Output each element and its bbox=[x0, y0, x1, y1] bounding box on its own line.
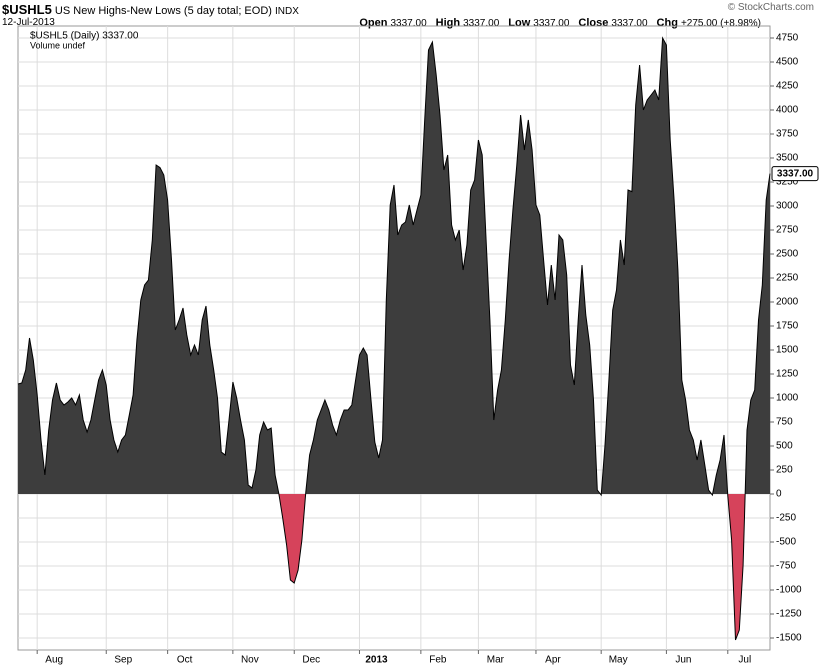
y-tick-label: 4500 bbox=[776, 57, 799, 68]
line bbox=[17, 36, 771, 641]
quote-value: 3337.00 bbox=[533, 18, 570, 29]
y-tick-label: 2500 bbox=[776, 249, 799, 260]
y-tick-label: -1500 bbox=[776, 633, 802, 644]
y-tick-label: 1750 bbox=[776, 321, 799, 332]
x-tick-label: Jul bbox=[738, 655, 751, 666]
y-tick-label: 3000 bbox=[776, 201, 799, 212]
exchange: INDX bbox=[275, 6, 299, 17]
y-tick-label: 4250 bbox=[776, 81, 799, 92]
x-tick-label: Jun bbox=[675, 655, 691, 666]
date: 12-Jul-2013 bbox=[2, 17, 55, 28]
quote-value: 3337.00 bbox=[390, 18, 427, 29]
symbol: $USHL5 bbox=[2, 2, 52, 17]
y-tick-label: 4750 bbox=[776, 33, 799, 44]
last-value-box bbox=[771, 166, 819, 182]
y-tick-label: -500 bbox=[776, 537, 796, 548]
x-tick-label: Sep bbox=[114, 655, 132, 666]
y-tick-label: 3250 bbox=[776, 177, 799, 188]
subtitle: US New Highs-New Lows (5 day total; EOD) bbox=[54, 5, 272, 17]
x-tick-label: Oct bbox=[177, 655, 193, 666]
y-tick-label: -750 bbox=[776, 561, 796, 572]
y-tick-label: 3500 bbox=[776, 153, 799, 164]
x-tick-label: 2013 bbox=[365, 655, 388, 666]
y-tick-label: 3750 bbox=[776, 129, 799, 140]
x-tick-label: Feb bbox=[429, 655, 447, 666]
y-tick-label: 1500 bbox=[776, 345, 799, 356]
y-tick-label: 2000 bbox=[776, 297, 799, 308]
y-tick-label: 500 bbox=[776, 441, 793, 452]
y-tick-label: 0 bbox=[776, 489, 782, 500]
volume-label: Volume undef bbox=[30, 40, 86, 50]
x-tick-label: Dec bbox=[302, 655, 320, 666]
y-tick-label: 4000 bbox=[776, 105, 799, 116]
y-tick-label: -1250 bbox=[776, 609, 802, 620]
y-tick-label: 1250 bbox=[776, 369, 799, 380]
last-value-label: 3337.00 bbox=[777, 168, 814, 179]
quote-value: 3337.00 bbox=[611, 18, 648, 29]
header-left: $USHL5 US New Highs-New Lows (5 day tota… bbox=[2, 2, 299, 17]
y-tick-label: -1000 bbox=[776, 585, 802, 596]
quote-value: +275.00 (+8.98%) bbox=[680, 18, 761, 29]
x-tick-label: Aug bbox=[45, 655, 63, 666]
credit: © StockCharts.com bbox=[727, 2, 814, 13]
x-tick-label: Nov bbox=[241, 655, 259, 666]
y-tick-label: 1000 bbox=[776, 393, 799, 404]
quote-value: 3337.00 bbox=[463, 18, 500, 29]
x-tick-label: Apr bbox=[545, 655, 561, 666]
y-tick-label: 2250 bbox=[776, 273, 799, 284]
x-tick-label: Mar bbox=[487, 655, 505, 666]
y-tick-label: 2750 bbox=[776, 225, 799, 236]
y-tick-label: -250 bbox=[776, 513, 796, 524]
y-tick-label: 750 bbox=[776, 417, 793, 428]
x-tick-label: May bbox=[609, 655, 628, 666]
y-tick-label: 250 bbox=[776, 465, 793, 476]
positive-area bbox=[18, 38, 770, 494]
legend: $USHL5 (Daily) 3337.00 bbox=[30, 31, 139, 42]
